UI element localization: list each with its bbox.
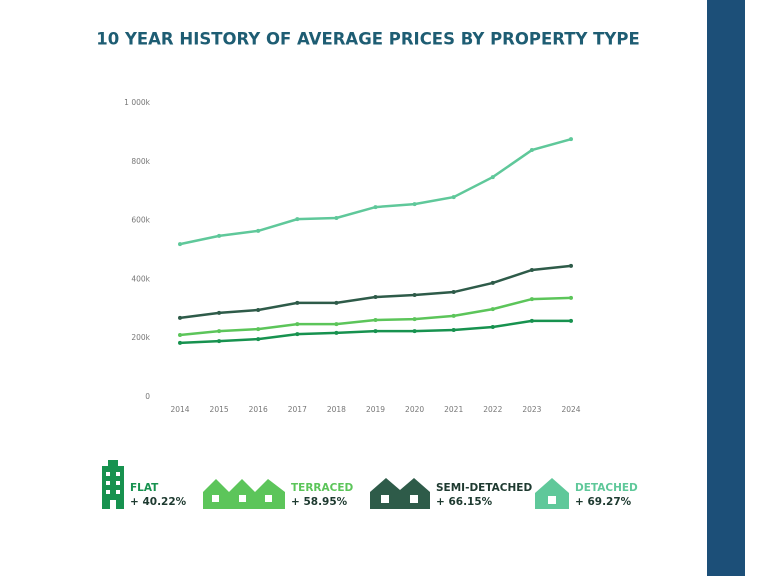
semi-detached-icon xyxy=(370,478,430,509)
legend-name: TERRACED xyxy=(291,482,354,494)
data-point xyxy=(373,295,378,300)
data-point xyxy=(256,327,261,332)
data-point xyxy=(412,329,417,334)
data-point xyxy=(451,327,456,332)
x-tick-label: 2015 xyxy=(210,405,229,414)
x-tick-label: 2022 xyxy=(483,405,502,414)
detached-icon xyxy=(535,478,569,509)
legend-change: + 58.95% xyxy=(291,496,348,508)
data-point xyxy=(256,307,261,312)
data-point xyxy=(295,322,300,327)
data-point xyxy=(569,318,573,323)
data-point xyxy=(373,205,378,210)
data-point xyxy=(334,322,339,327)
x-tick-label: 2017 xyxy=(288,405,307,414)
data-point xyxy=(490,175,495,180)
x-tick-label: 2019 xyxy=(366,405,385,414)
data-point xyxy=(178,340,182,345)
data-point xyxy=(295,217,300,222)
data-point xyxy=(569,295,573,300)
data-point xyxy=(490,325,495,330)
data-point xyxy=(490,307,495,312)
data-point xyxy=(529,318,534,323)
y-tick-label: 800k xyxy=(131,157,150,166)
legend-name: FLAT xyxy=(130,482,159,494)
data-point xyxy=(373,317,378,322)
data-point xyxy=(569,137,573,142)
data-point xyxy=(178,315,182,320)
series-line xyxy=(179,264,572,320)
data-point xyxy=(217,310,222,315)
data-point xyxy=(451,290,456,295)
data-point xyxy=(451,195,456,200)
data-point xyxy=(334,330,339,335)
x-tick-label: 2023 xyxy=(522,405,541,414)
data-point xyxy=(256,228,261,233)
flat-icon xyxy=(102,460,124,509)
data-point xyxy=(217,329,222,334)
data-point xyxy=(178,332,182,337)
x-tick-label: 2018 xyxy=(327,405,346,414)
legend-name: SEMI-DETACHED xyxy=(436,482,532,494)
data-point xyxy=(295,332,300,337)
x-tick-label: 2020 xyxy=(405,405,424,414)
data-point xyxy=(217,339,222,344)
side-bar xyxy=(707,0,745,576)
legend-change: + 40.22% xyxy=(130,496,187,508)
y-tick-label: 1 000k xyxy=(124,98,150,107)
y-tick-label: 400k xyxy=(131,274,150,283)
chart-title: 10 YEAR HISTORY OF AVERAGE PRICES BY PRO… xyxy=(96,30,640,49)
data-point xyxy=(295,300,300,305)
data-point xyxy=(412,292,417,297)
x-tick-label: 2024 xyxy=(561,405,580,414)
x-tick-label: 2016 xyxy=(249,405,268,414)
data-point xyxy=(490,280,495,285)
legend-name: DETACHED xyxy=(575,482,638,494)
data-point xyxy=(334,300,339,305)
data-point xyxy=(256,337,261,342)
legend-change: + 69.27% xyxy=(575,496,632,508)
data-point xyxy=(412,317,417,322)
data-point xyxy=(373,329,378,334)
terraced-icon xyxy=(203,479,285,509)
data-point xyxy=(529,267,534,272)
series-line xyxy=(179,137,572,246)
data-point xyxy=(569,263,573,268)
y-tick-label: 0 xyxy=(145,392,150,401)
data-point xyxy=(412,202,417,207)
y-tick-label: 600k xyxy=(131,216,150,225)
data-point xyxy=(178,242,182,247)
data-point xyxy=(529,148,534,153)
data-point xyxy=(529,297,534,302)
y-tick-label: 200k xyxy=(131,333,150,342)
x-tick-label: 2021 xyxy=(444,405,463,414)
data-point xyxy=(217,233,222,238)
data-point xyxy=(451,313,456,318)
data-point xyxy=(334,215,339,220)
legend-change: + 66.15% xyxy=(436,496,493,508)
x-tick-label: 2014 xyxy=(170,405,189,414)
